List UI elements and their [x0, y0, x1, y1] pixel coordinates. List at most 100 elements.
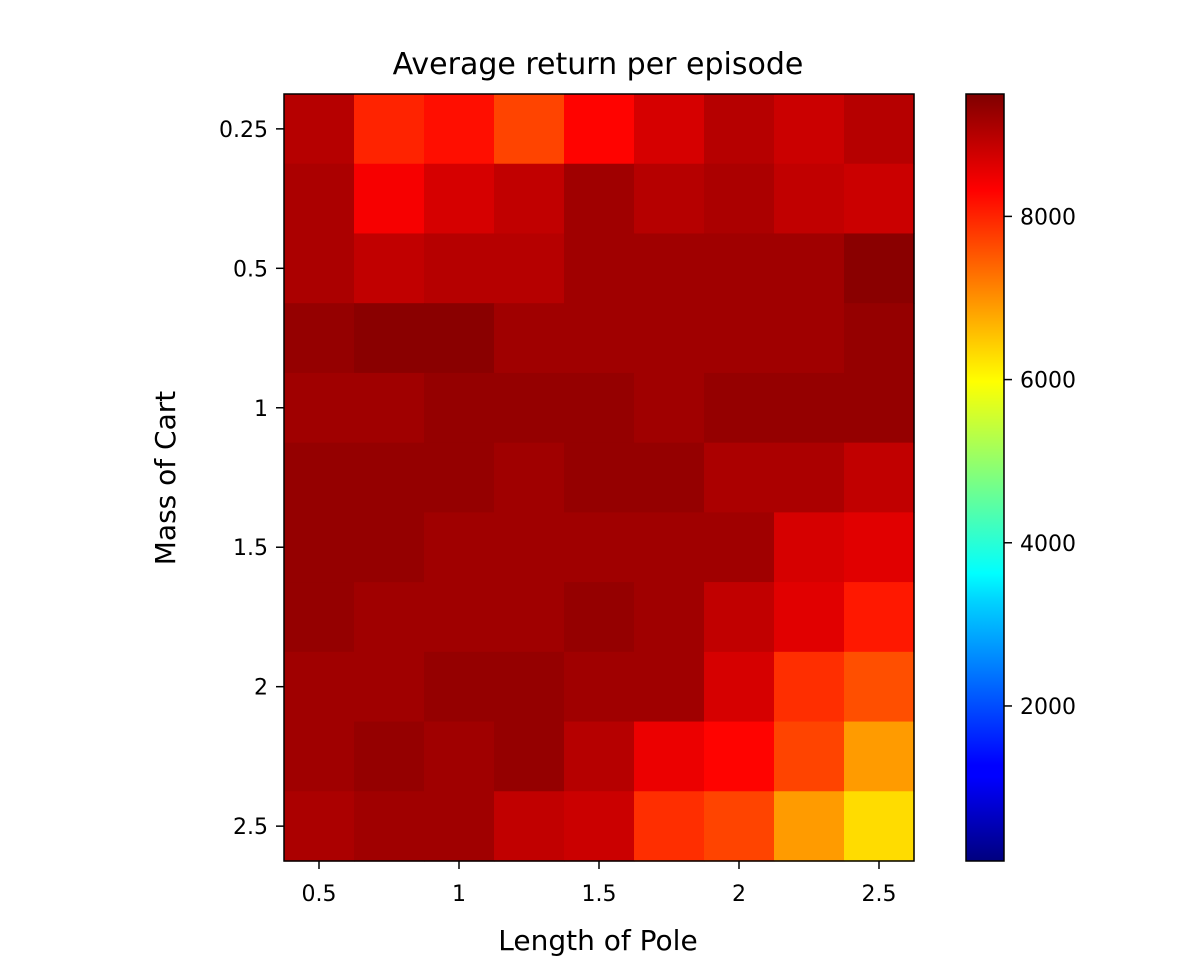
- heatmap-cell: [564, 582, 635, 653]
- colorbar-axis: 2000 4000 6000 8000: [1004, 205, 1076, 720]
- heatmap-cell: [424, 512, 495, 583]
- heatmap-cell: [494, 303, 565, 374]
- heatmap-cell: [844, 442, 915, 513]
- heatmap-cell: [354, 372, 425, 444]
- heatmap-cell: [494, 163, 565, 235]
- heatmap-cell: [564, 233, 635, 304]
- heatmap-cell: [284, 233, 355, 304]
- heatmap-cell: [704, 233, 775, 304]
- heatmap-cell: [354, 233, 425, 304]
- y-tick-label: 0.25: [219, 118, 268, 143]
- heatmap-cell: [564, 721, 635, 792]
- heatmap-cell: [354, 94, 425, 165]
- heatmap-cell: [774, 442, 845, 513]
- x-tick-label: 0.5: [302, 882, 337, 907]
- heatmap-cell: [424, 721, 495, 792]
- heatmap-cell: [354, 651, 425, 723]
- heatmap-cell: [424, 163, 495, 235]
- heatmap-cell: [634, 582, 705, 653]
- y-tick-label: 1.5: [233, 536, 268, 561]
- colorbar-tick-label: 6000: [1020, 369, 1076, 394]
- heatmap-cell: [354, 582, 425, 653]
- heatmap-cells: [284, 94, 915, 862]
- heatmap-cell: [704, 94, 775, 165]
- heatmap-cell: [634, 303, 705, 374]
- colorbar: [965, 93, 1005, 862]
- y-axis: 0.25 0.5 1 1.5 2 2.5: [219, 118, 284, 840]
- heatmap-cell: [564, 163, 635, 235]
- colorbar-tick-label: 4000: [1020, 532, 1076, 557]
- y-tick-label: 1: [254, 397, 268, 422]
- heatmap-cell: [564, 512, 635, 583]
- heatmap-cell: [494, 651, 565, 723]
- heatmap-cell: [564, 442, 635, 513]
- y-tick-label: 0.5: [233, 257, 268, 282]
- heatmap-cell: [284, 303, 355, 374]
- heatmap-cell: [844, 651, 915, 723]
- x-tick-label: 2.5: [862, 882, 897, 907]
- heatmap-cell: [774, 94, 845, 165]
- heatmap-cell: [774, 721, 845, 792]
- y-tick-label: 2: [254, 676, 268, 701]
- heatmap-cell: [844, 94, 915, 165]
- heatmap-cell: [844, 372, 915, 444]
- heatmap-cell: [704, 791, 775, 862]
- heatmap-cell: [634, 791, 705, 862]
- heatmap-cell: [284, 721, 355, 792]
- heatmap-cell: [494, 721, 565, 792]
- heatmap-cell: [774, 582, 845, 653]
- x-axis: 0.5 1 1.5 2 2.5: [302, 861, 897, 907]
- heatmap-cell: [704, 372, 775, 444]
- heatmap-cell: [564, 94, 635, 165]
- heatmap-cell: [634, 233, 705, 304]
- heatmap-cell: [774, 372, 845, 444]
- heatmap-cell: [424, 94, 495, 165]
- heatmap-cell: [354, 721, 425, 792]
- heatmap-cell: [494, 372, 565, 444]
- heatmap-cell: [704, 442, 775, 513]
- heatmap-cell: [284, 791, 355, 862]
- heatmap-cell: [424, 372, 495, 444]
- y-axis-title: Mass of Cart: [149, 391, 182, 566]
- heatmap-cell: [564, 651, 635, 723]
- colorbar-tick-label: 2000: [1020, 695, 1076, 720]
- heatmap-cell: [494, 512, 565, 583]
- heatmap-cell: [704, 303, 775, 374]
- y-tick-label: 2.5: [233, 815, 268, 840]
- heatmap-cell: [494, 791, 565, 862]
- heatmap-cell: [634, 163, 705, 235]
- heatmap-cell: [634, 372, 705, 444]
- heatmap-cell: [424, 582, 495, 653]
- heatmap-cell: [564, 303, 635, 374]
- heatmap-cell: [844, 512, 915, 583]
- heatmap-cell: [284, 651, 355, 723]
- heatmap-cell: [494, 94, 565, 165]
- heatmap-cell: [704, 721, 775, 792]
- x-tick-label: 1.5: [582, 882, 617, 907]
- x-axis-title: Length of Pole: [498, 924, 697, 957]
- heatmap-cell: [704, 582, 775, 653]
- heatmap-cell: [774, 163, 845, 235]
- heatmap-cell: [494, 582, 565, 653]
- heatmap-cell: [494, 233, 565, 304]
- heatmap-cell: [424, 233, 495, 304]
- heatmap-cell: [284, 582, 355, 653]
- heatmap-cell: [354, 442, 425, 513]
- heatmap-cell: [774, 233, 845, 304]
- heatmap-cell: [704, 512, 775, 583]
- heatmap-cell: [284, 163, 355, 235]
- heatmap-cell: [424, 791, 495, 862]
- heatmap-cell: [284, 372, 355, 444]
- heatmap-cell: [634, 651, 705, 723]
- heatmap-cell: [424, 442, 495, 513]
- heatmap-cell: [634, 512, 705, 583]
- heatmap-cell: [284, 512, 355, 583]
- heatmap-cell: [774, 651, 845, 723]
- heatmap-cell: [494, 442, 565, 513]
- colorbar-tick-label: 8000: [1020, 205, 1076, 230]
- heatmap-cell: [354, 163, 425, 235]
- heatmap-cell: [634, 94, 705, 165]
- heatmap-cell: [844, 582, 915, 653]
- heatmap-cell: [844, 233, 915, 304]
